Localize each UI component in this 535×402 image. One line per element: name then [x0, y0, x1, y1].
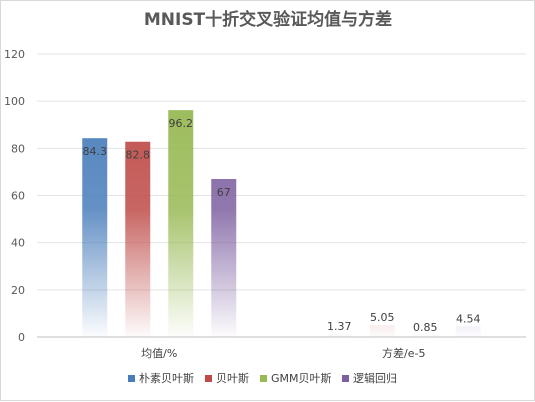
bar-2-1 — [125, 141, 151, 337]
y-tick-label: 60 — [11, 190, 25, 203]
gridlines — [37, 53, 526, 291]
bar-3-2 — [412, 334, 438, 337]
bar-1-1 — [82, 138, 108, 337]
legend-label: 朴素贝叶斯 — [139, 371, 194, 385]
data-label: 96.2 — [169, 117, 194, 130]
legend-swatch — [205, 375, 212, 382]
legend-label: 贝叶斯 — [216, 372, 249, 385]
bar-4-1 — [211, 178, 237, 337]
data-label: 67 — [217, 186, 231, 199]
legend-label: 逻辑回归 — [353, 371, 397, 385]
y-axis-ticks: 0 20 40 60 80 100 120 — [4, 48, 25, 344]
bar-4-2 — [455, 326, 481, 337]
y-tick-label: 40 — [11, 237, 25, 250]
y-tick-label: 20 — [11, 284, 25, 297]
bar-1-2 — [326, 333, 352, 337]
x-category-label: 均值/% — [141, 347, 177, 360]
y-tick-label: 120 — [4, 48, 25, 61]
x-category-label: 方差/e-5 — [382, 346, 425, 360]
legend-swatch — [342, 375, 349, 382]
data-labels: 84.3 82.8 96.2 67 1.37 5.05 0.85 4.54 — [83, 117, 481, 334]
bar-2-2 — [369, 325, 395, 337]
y-tick-label: 80 — [11, 142, 25, 155]
bar-3-1 — [168, 110, 194, 338]
data-label: 4.54 — [456, 312, 481, 325]
data-label: 82.8 — [126, 149, 151, 162]
category-labels: 均值/% 方差/e-5 — [141, 346, 425, 360]
legend-swatch — [260, 375, 267, 382]
bars — [82, 110, 481, 338]
chart-title: MNIST十折交叉验证均值与方差 — [144, 9, 392, 30]
y-tick-label: 0 — [18, 331, 25, 344]
legend-label: GMM贝叶斯 — [271, 372, 332, 385]
data-label: 84.3 — [83, 145, 108, 158]
y-tick-label: 100 — [4, 95, 25, 108]
data-label: 5.05 — [370, 311, 395, 324]
legend-swatch — [128, 375, 135, 382]
data-label: 0.85 — [413, 321, 438, 334]
data-label: 1.37 — [327, 320, 352, 333]
legend: 朴素贝叶斯 贝叶斯 GMM贝叶斯 逻辑回归 — [128, 371, 397, 385]
